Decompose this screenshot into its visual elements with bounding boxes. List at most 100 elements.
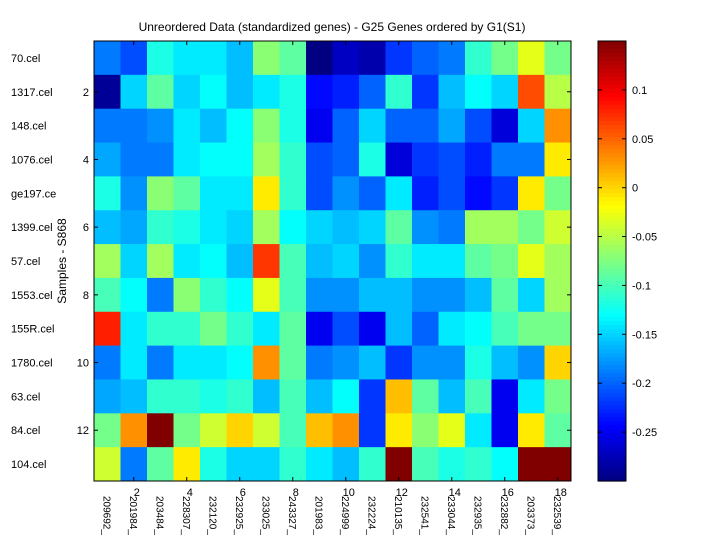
heatmap-cell [173, 413, 201, 448]
heatmap-cell [359, 311, 386, 347]
colorbar-segment [598, 277, 626, 282]
heatmap-cell [518, 277, 545, 313]
column-label: 232224_ [365, 496, 376, 535]
colorbar-segment [598, 213, 626, 218]
heatmap-cell [385, 244, 413, 279]
heatmap-cell [147, 74, 174, 110]
colorbar-segment [598, 401, 626, 406]
heatmap-cell [279, 142, 307, 177]
heatmap-cell [438, 244, 466, 279]
heatmap-cell [491, 142, 519, 177]
heatmap-cell [385, 311, 413, 347]
row-label: 155R.cel [11, 324, 54, 336]
colorbar-segment [598, 45, 626, 50]
heatmap-cell [147, 41, 174, 76]
column-label: 201983_ [312, 496, 323, 535]
colorbar-segment [598, 57, 626, 62]
colorbar-segment [598, 233, 626, 238]
colorbar-segment [598, 473, 626, 478]
heatmap-cell [253, 142, 280, 177]
heatmap-cell [359, 108, 386, 144]
colorbar-segment [598, 437, 626, 442]
heatmap-cell [518, 447, 545, 482]
heatmap-cell [518, 108, 545, 144]
heatmap-cell [94, 108, 121, 144]
colorbar-segment [598, 265, 626, 270]
heatmap-cell [385, 142, 413, 177]
row-label: 1076.cel [11, 154, 53, 166]
heatmap-cell [200, 244, 227, 279]
colorbar-segment [598, 421, 626, 426]
heatmap-cell [385, 74, 413, 110]
heatmap-cell [253, 447, 280, 482]
heatmap-cell [465, 311, 492, 347]
colorbar-segment [598, 293, 626, 298]
column-label: 224999_ [339, 496, 350, 535]
colorbar-segment [598, 429, 626, 434]
heatmap-cell [279, 379, 307, 414]
heatmap-cell [226, 244, 254, 279]
heatmap-cell [359, 176, 386, 211]
heatmap-cell [332, 176, 360, 211]
colorbar-segment [598, 441, 626, 446]
heatmap-cell [306, 379, 333, 414]
heatmap-cell [173, 345, 201, 380]
heatmap-cell [412, 345, 439, 380]
colorbar-segment [598, 209, 626, 214]
colorbar-segment [598, 73, 626, 78]
heatmap-cell [491, 41, 519, 76]
column-tick-label: 10 [343, 487, 355, 499]
heatmap-cell [120, 345, 148, 380]
column-label: 201984_ [127, 496, 138, 535]
column-tick-label: 2 [134, 487, 140, 499]
heatmap-cell [94, 379, 121, 414]
heatmap-cell [412, 447, 439, 482]
heatmap-cell [226, 311, 254, 347]
heatmap-cell [173, 277, 201, 313]
heatmap-cell [465, 413, 492, 448]
heatmap-cell [173, 210, 201, 245]
colorbar-segment [598, 325, 626, 330]
heatmap-cell [438, 142, 466, 177]
colorbar-segment [598, 345, 626, 350]
row-tick-label: 8 [83, 290, 89, 302]
heatmap-cell [465, 244, 492, 279]
colorbar-segment [598, 433, 626, 438]
colorbar-segment [598, 297, 626, 302]
heatmap-cell [147, 142, 174, 177]
heatmap-cell [518, 244, 545, 279]
colorbar-segment [598, 453, 626, 458]
heatmap-cell [147, 244, 174, 279]
heatmap-cell [332, 74, 360, 110]
colorbar-segment [598, 69, 626, 74]
row-label: 1780.cel [11, 358, 53, 370]
heatmap-cell [226, 345, 254, 380]
heatmap-cell [385, 277, 413, 313]
heatmap-cell [518, 142, 545, 177]
heatmap-cell [120, 108, 148, 144]
colorbar-segment [598, 413, 626, 418]
colorbar-tick-label: 0 [632, 183, 638, 195]
colorbar-segment [598, 121, 626, 126]
colorbar-segment [598, 461, 626, 466]
heatmap-cell [465, 176, 492, 211]
heatmap-cell [94, 413, 121, 448]
colorbar-segment [598, 221, 626, 226]
colorbar-segment [598, 85, 626, 90]
colorbar-segment [598, 333, 626, 338]
heatmap-cell [465, 74, 492, 110]
colorbar-segment [598, 477, 626, 482]
heatmap-cell [200, 41, 227, 76]
heatmap-cell [465, 108, 492, 144]
heatmap-cell [173, 108, 201, 144]
heatmap-cell [200, 108, 227, 144]
heatmap-cell [120, 142, 148, 177]
heatmap-cell [491, 244, 519, 279]
row-tick-label: 10 [77, 358, 89, 370]
colorbar-segment [598, 237, 626, 242]
row-tick-label: 12 [77, 425, 89, 437]
column-label: 233044_ [445, 496, 456, 535]
heatmap-cell [120, 210, 148, 245]
heatmap-cell [491, 277, 519, 313]
heatmap-cell [332, 379, 360, 414]
